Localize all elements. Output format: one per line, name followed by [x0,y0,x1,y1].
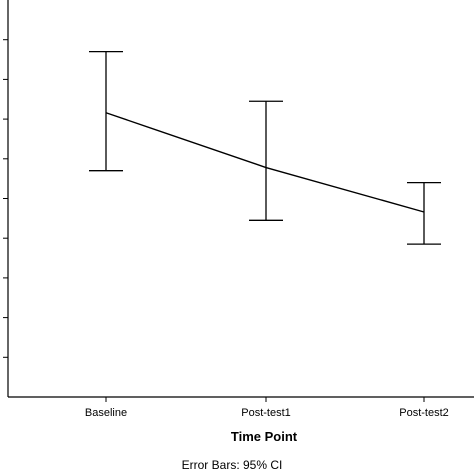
series-line [105,112,425,213]
x-tick-label: Post-test2 [399,407,449,419]
error-bars-footnote: Error Bars: 95% CI [182,458,283,472]
x-axis-label: Time Point [231,429,298,444]
x-tick-label: Post-test1 [241,407,291,419]
axes [3,0,474,402]
x-tick-label: Baseline [85,407,127,419]
error-bars [89,50,441,245]
x-tick-labels: Baseline Post-test1 Post-test2 [85,407,449,419]
